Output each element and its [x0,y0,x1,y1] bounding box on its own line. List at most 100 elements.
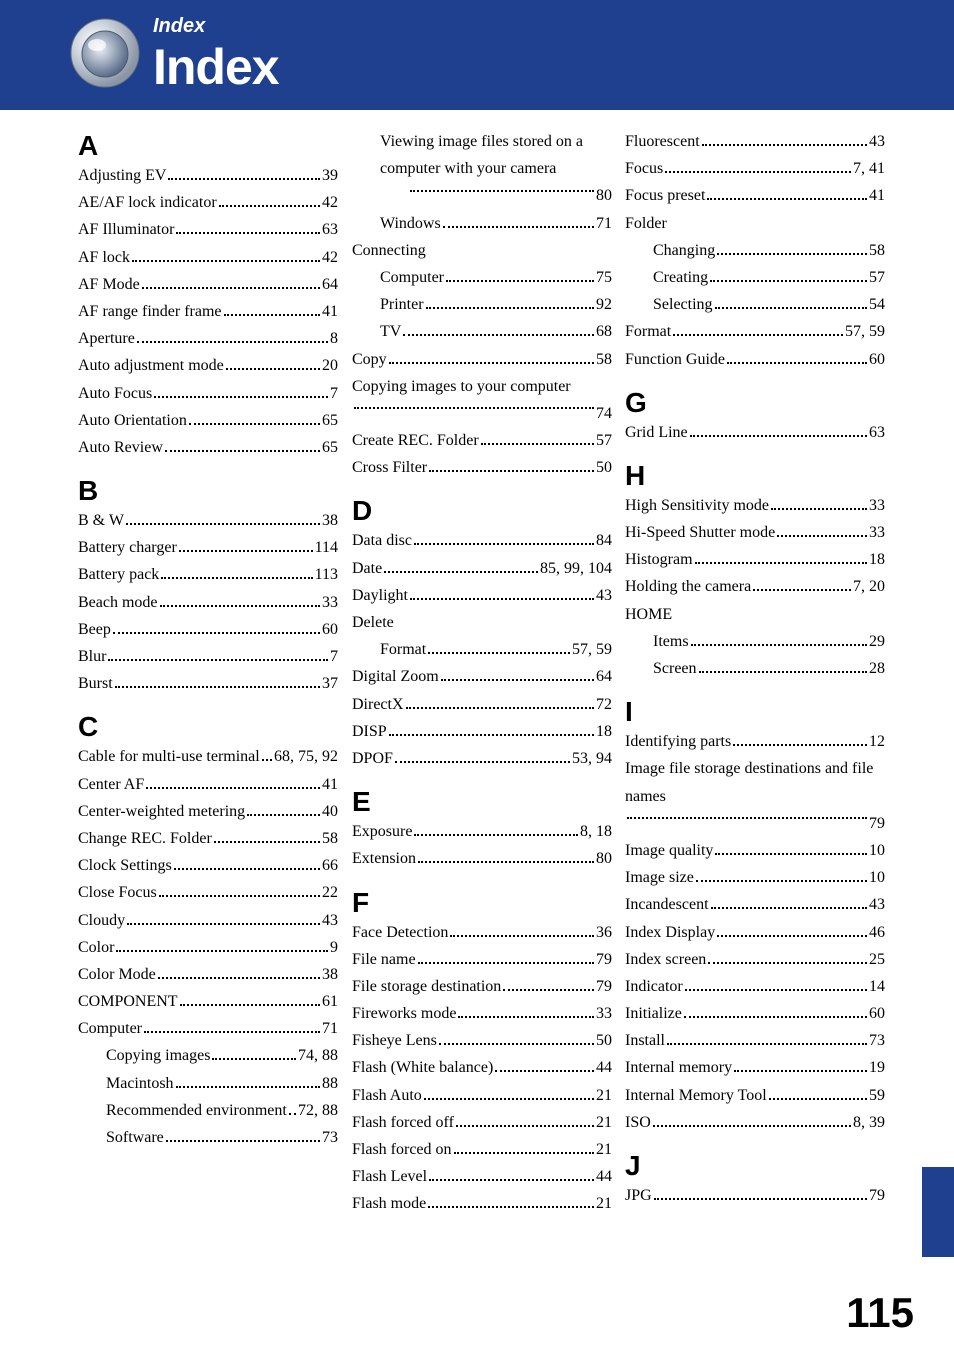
leader-dots [410,182,594,192]
index-entry: Indicator14 [625,973,885,1000]
entry-term: Create REC. Folder [352,427,479,454]
index-entry: Histogram18 [625,546,885,573]
index-subentry: Screen28 [625,655,885,682]
entry-page: 33 [596,1000,612,1027]
index-entry: AF Illuminator63 [78,216,338,243]
entry-term: High Sensitivity mode [625,492,769,519]
entry-page: 7 [330,380,338,407]
index-entry: Cross Filter50 [352,454,612,481]
entry-term: Software [106,1124,164,1151]
index-entry: Auto adjustment mode20 [78,352,338,379]
index-entry: Extension80 [352,845,612,872]
entry-term: AF Illuminator [78,216,174,243]
entry-page: 74 [596,400,612,427]
index-entry: Flash forced off21 [352,1109,612,1136]
entry-page: 58 [322,825,338,852]
index-entry: Data disc84 [352,527,612,554]
leader-dots [127,915,320,925]
entry-term: AF lock [78,244,130,271]
index-entry: Battery pack113 [78,561,338,588]
leader-dots [214,833,320,843]
entry-term: Beep [78,616,111,643]
entry-term: Recommended environment [106,1097,287,1124]
entry-term: Cloudy [78,907,125,934]
index-entry: Install73 [625,1027,885,1054]
index-entry: Battery charger114 [78,534,338,561]
entry-term: Incandescent [625,891,709,918]
entry-term: Digital Zoom [352,663,439,690]
entry-term: Flash Auto [352,1082,422,1109]
index-entry: File storage destination79 [352,973,612,1000]
index-entry: Focus7, 41 [625,155,885,182]
leader-dots [429,1172,594,1182]
entry-term: Cross Filter [352,454,427,481]
leader-dots [108,651,328,661]
entry-term: Printer [380,291,424,318]
leader-dots [673,327,843,337]
entry-term: Battery charger [78,534,177,561]
entry-term: Exposure [352,818,412,845]
entry-page: 7, 20 [853,573,885,600]
entry-term: Adjusting EV [78,162,166,189]
entry-page: 79 [869,810,885,837]
index-subentry: Recommended environment72, 88 [78,1097,338,1124]
entry-page: 74, 88 [298,1042,338,1069]
column-3: Fluorescent43Focus7, 41Focus preset41Fol… [625,128,885,1209]
entry-page: 58 [596,346,612,373]
leader-dots [443,218,594,228]
leader-dots [418,854,594,864]
entry-page: 66 [322,852,338,879]
leader-dots [176,225,320,235]
entry-page: 38 [322,961,338,988]
index-entry: Computer71 [78,1015,338,1042]
leader-dots [403,327,594,337]
leader-dots [717,245,867,255]
entry-page: 18 [596,718,612,745]
index-entry: Flash (White balance)44 [352,1054,612,1081]
entry-page: 50 [596,1027,612,1054]
leader-dots [176,1078,320,1088]
entry-page: 25 [869,946,885,973]
index-entry: DISP18 [352,718,612,745]
entry-page: 10 [869,864,885,891]
leader-dots [262,752,272,762]
leader-dots [446,272,594,282]
entry-page: 65 [322,407,338,434]
entry-page: 22 [322,879,338,906]
entry-term: Identifying parts [625,728,731,755]
index-entry: Focus preset41 [625,182,885,209]
entry-term: Image size [625,864,694,891]
entry-page: 64 [596,663,612,690]
index-entry: Copying images to your computer74 [352,373,612,427]
entry-term: Change REC. Folder [78,825,212,852]
entry-page: 54 [869,291,885,318]
entry-term: ISO [625,1109,651,1136]
leader-dots [690,427,867,437]
page-number: 115 [846,1289,914,1337]
header-subtitle: Index [153,15,205,38]
entry-term: Focus preset [625,182,705,209]
entry-term: Index Display [625,919,715,946]
leader-dots [684,1008,867,1018]
leader-dots [715,845,867,855]
index-subentry: Changing58 [625,237,885,264]
leader-dots [224,306,321,316]
entry-term: Face Detection [352,919,448,946]
entry-page: 64 [322,271,338,298]
leader-dots [165,442,320,452]
leader-dots [212,1051,296,1061]
index-subentry: Windows71 [352,210,612,237]
entry-term: Flash Level [352,1163,427,1190]
leader-dots [458,1008,594,1018]
leader-dots [717,927,867,937]
entry-term: Items [653,628,689,655]
leader-dots [414,536,594,546]
leader-dots [439,1036,594,1046]
index-entry: AF Mode64 [78,271,338,298]
leader-dots [154,388,328,398]
index-entry: Index screen25 [625,946,885,973]
entry-page: 71 [596,210,612,237]
leader-dots [450,927,594,937]
leader-dots [137,334,328,344]
entry-page: 42 [322,244,338,271]
